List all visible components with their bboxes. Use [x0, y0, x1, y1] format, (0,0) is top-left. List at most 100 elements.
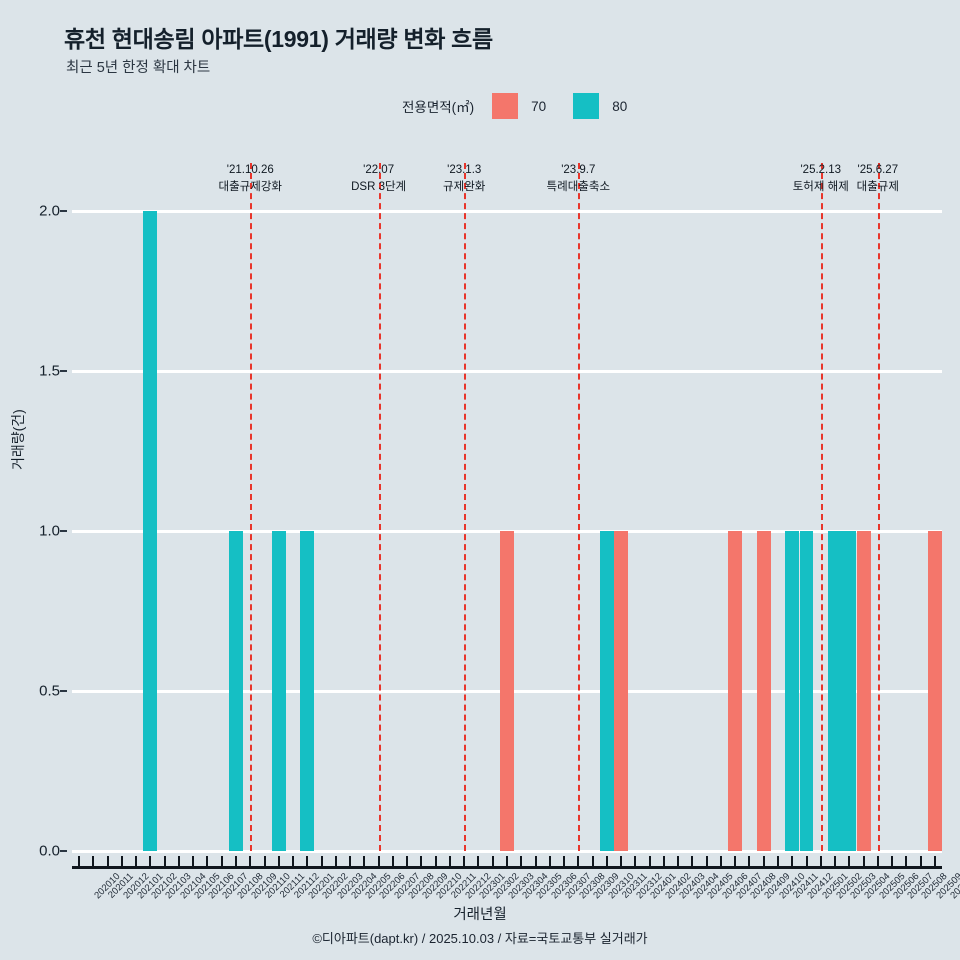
x-tick-mark	[520, 856, 523, 867]
x-tick-mark	[848, 856, 851, 867]
page-title: 휴천 현대송림 아파트(1991) 거래량 변화 흐름	[64, 26, 493, 52]
y-axis: 0.0 0.5 1.0 1.5 2.0	[0, 203, 67, 860]
x-tick-mark	[149, 856, 152, 867]
x-tick-mark	[135, 856, 138, 867]
x-axis-line	[72, 866, 942, 869]
y-tick-label: 0.5	[39, 682, 60, 700]
y-tick-label: 1.5	[39, 362, 60, 380]
event-line-202309	[578, 163, 581, 851]
x-tick-mark	[762, 856, 765, 867]
legend-label-80: 80	[612, 98, 628, 114]
bar-202304-70[interactable]	[500, 531, 514, 851]
x-tick-mark	[206, 856, 209, 867]
x-tick-mark	[92, 856, 95, 867]
x-tick-mark	[177, 856, 180, 867]
x-tick-mark	[919, 856, 922, 867]
gridline	[72, 849, 942, 853]
bar-202505-70[interactable]	[856, 531, 871, 851]
bar-202410-70[interactable]	[756, 531, 771, 851]
bar-202112-80[interactable]	[271, 531, 286, 851]
x-tick-mark	[805, 856, 808, 867]
bar-202312-70[interactable]	[614, 531, 629, 851]
x-tick-mark	[463, 856, 466, 867]
y-tick-mark	[60, 530, 67, 532]
x-tick-mark	[819, 856, 822, 867]
legend-item-80[interactable]: 80	[573, 93, 654, 119]
x-tick-mark	[634, 856, 637, 867]
x-tick-mark	[719, 856, 722, 867]
legend-item-70[interactable]: 70	[492, 93, 573, 119]
x-tick-mark	[263, 856, 266, 867]
event-annotation-date: '25.2.13	[800, 164, 842, 176]
bar-202103-80[interactable]	[143, 211, 158, 851]
legend-label-70: 70	[531, 98, 547, 114]
x-tick-mark	[791, 856, 794, 867]
gridline	[72, 209, 942, 213]
bar-202510-70[interactable]	[927, 531, 942, 851]
bar-202412-80[interactable]	[785, 531, 800, 851]
bar-202504-80[interactable]	[842, 531, 857, 851]
x-tick-mark	[876, 856, 879, 867]
x-tick-mark	[377, 856, 380, 867]
x-tick-mark	[548, 856, 551, 867]
x-tick-mark	[577, 856, 580, 867]
bar-202109-80[interactable]	[229, 531, 243, 851]
legend-title: 전용면적(㎡)	[402, 100, 475, 115]
event-annotation-text: 규제완화	[443, 181, 486, 193]
y-tick-label: 1.0	[39, 522, 60, 540]
y-tick-label: 0.0	[39, 842, 60, 860]
plot-area	[72, 163, 942, 853]
x-tick-mark	[748, 856, 751, 867]
event-annotation-202301: '23.1.3 규제완화	[443, 162, 485, 196]
event-line-202502	[820, 163, 823, 851]
x-tick-mark	[420, 856, 423, 867]
x-tick-mark	[363, 856, 366, 867]
y-axis-title: 거래량(건)	[10, 409, 26, 470]
x-tick-mark	[434, 856, 437, 867]
legend: 전용면적(㎡) 70 80	[402, 93, 654, 119]
y-tick-mark	[60, 690, 67, 692]
x-tick-mark	[292, 856, 295, 867]
x-tick-mark	[477, 856, 480, 867]
event-annotation-date: '25.6.27	[857, 164, 899, 176]
x-tick-mark	[905, 856, 908, 867]
bar-202311-80[interactable]	[599, 531, 614, 851]
event-annotation-202207: '22.07 DSR 3단계	[351, 162, 406, 196]
x-tick-mark	[506, 856, 508, 867]
x-tick-mark	[192, 856, 195, 867]
event-line-202301	[464, 163, 467, 851]
x-tick-mark	[78, 856, 81, 867]
bar-202501-80[interactable]	[799, 531, 814, 851]
event-annotation-text: 특례대출축소	[546, 181, 611, 193]
bar-202202-80[interactable]	[300, 531, 315, 851]
x-tick-mark	[563, 856, 566, 867]
x-tick-mark	[677, 856, 680, 867]
bar-202408-70[interactable]	[728, 531, 743, 851]
x-tick-mark	[933, 856, 936, 867]
x-tick-mark	[249, 856, 252, 867]
legend-swatch-80	[573, 93, 600, 119]
event-annotation-date: '22.07	[363, 164, 395, 176]
x-tick-mark	[320, 856, 323, 867]
event-line-202110	[250, 163, 253, 851]
x-tick-mark	[862, 856, 865, 867]
bar-202503-80[interactable]	[828, 531, 842, 851]
x-tick-mark	[834, 856, 837, 867]
x-tick-mark	[491, 856, 494, 867]
x-tick-mark	[662, 856, 665, 867]
x-tick-mark	[406, 856, 409, 867]
event-annotation-202309: '23.9.7 특례대출축소	[547, 162, 610, 196]
event-annotation-date: '21.10.26	[226, 164, 274, 176]
x-tick-mark	[334, 856, 337, 867]
event-annotation-202506: '25.6.27 대출규제	[857, 162, 899, 196]
x-tick-mark	[220, 856, 223, 867]
y-tick-label: 2.0	[39, 202, 60, 220]
x-tick-mark	[605, 856, 608, 867]
x-tick-mark	[277, 856, 280, 867]
legend-swatch-70	[492, 93, 519, 119]
event-annotation-202110: '21.10.26 대출규제강화	[219, 162, 282, 196]
y-tick-mark	[60, 210, 67, 212]
gridline	[72, 369, 942, 373]
event-annotation-date: '23.9.7	[561, 164, 596, 176]
event-line-202506	[877, 163, 880, 851]
